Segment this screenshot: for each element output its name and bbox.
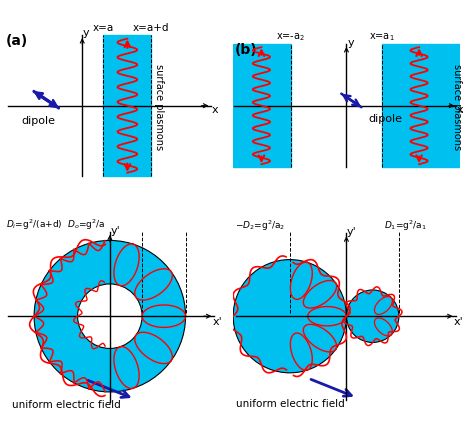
Text: (b): (b) bbox=[234, 43, 257, 57]
Text: uniform electric field: uniform electric field bbox=[236, 398, 345, 408]
Circle shape bbox=[78, 284, 142, 349]
Text: x': x' bbox=[453, 316, 463, 326]
Text: x=-a$_2$: x=-a$_2$ bbox=[277, 31, 306, 43]
Text: x: x bbox=[457, 105, 463, 115]
Text: uniform electric field: uniform electric field bbox=[12, 399, 120, 409]
Circle shape bbox=[346, 290, 399, 343]
Text: x=a$_1$: x=a$_1$ bbox=[369, 31, 395, 43]
Bar bbox=[382, 45, 462, 168]
Bar bbox=[103, 36, 151, 177]
Text: y: y bbox=[83, 28, 90, 38]
Text: surface plasmons: surface plasmons bbox=[154, 64, 164, 149]
Text: x=a+d: x=a+d bbox=[133, 23, 170, 33]
Text: y: y bbox=[347, 37, 354, 48]
Text: y': y' bbox=[111, 225, 120, 235]
Text: y': y' bbox=[347, 227, 357, 237]
Circle shape bbox=[34, 241, 186, 392]
Circle shape bbox=[233, 260, 346, 373]
Text: x=a: x=a bbox=[93, 23, 114, 33]
Text: x: x bbox=[212, 105, 218, 115]
Text: dipole: dipole bbox=[368, 114, 402, 124]
Text: $D_1$=g$^2$/a$_1$: $D_1$=g$^2$/a$_1$ bbox=[385, 218, 427, 233]
Text: (a): (a) bbox=[6, 34, 28, 48]
Text: x': x' bbox=[212, 316, 222, 326]
Text: $D_i$=g$^2$/(a+d)  $D_o$=g$^2$/a: $D_i$=g$^2$/(a+d) $D_o$=g$^2$/a bbox=[6, 217, 106, 231]
Bar bbox=[232, 45, 291, 168]
Text: surface plasmons: surface plasmons bbox=[452, 64, 462, 149]
Text: $-D_2$=g$^2$/a$_2$: $-D_2$=g$^2$/a$_2$ bbox=[234, 218, 285, 233]
Text: dipole: dipole bbox=[21, 116, 55, 126]
